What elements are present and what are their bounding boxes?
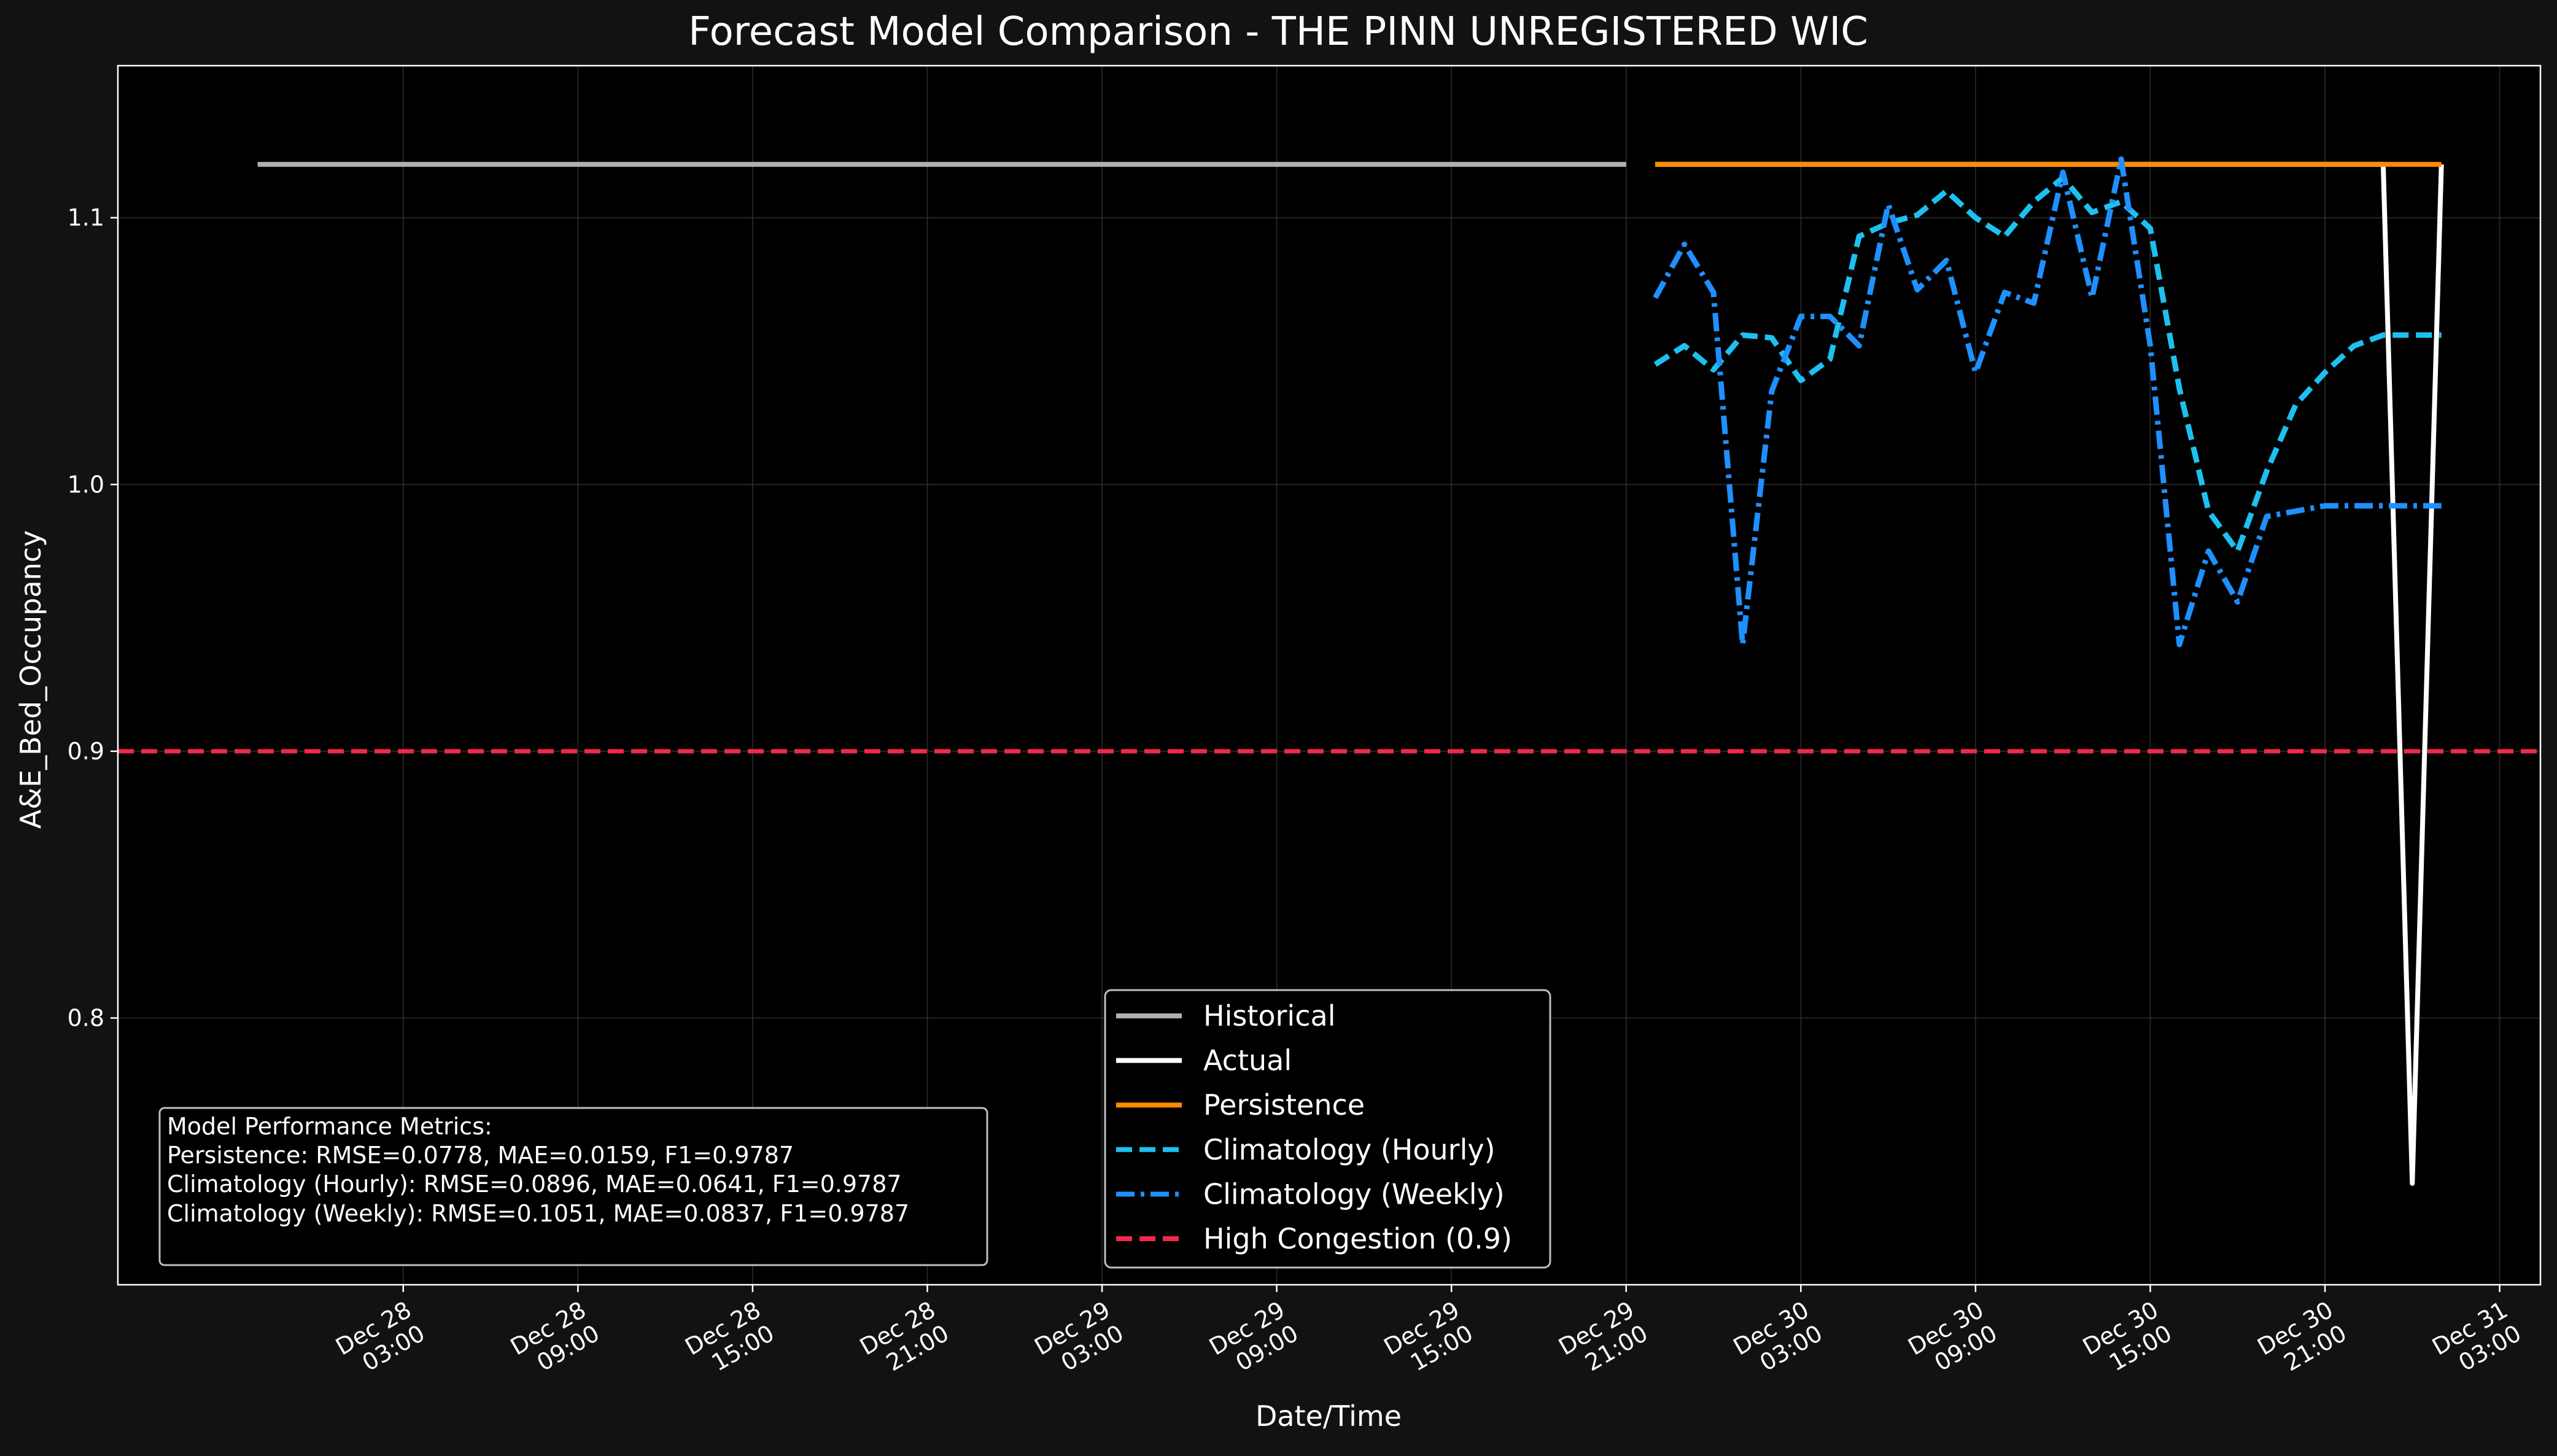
metrics-line-climatology-weekly: Climatology (Weekly): RMSE=0.1051, MAE=0…: [167, 1200, 909, 1227]
chart-title: Forecast Model Comparison - THE PINN UNR…: [688, 9, 1868, 55]
y-axis-label: A&E_Bed_Occupancy: [14, 530, 47, 829]
axes-frame: [117, 64, 2542, 1286]
legend-frame: [1104, 989, 1551, 1269]
series-layer: [257, 156, 2444, 1186]
legend-label: Climatology (Hourly): [1203, 1133, 1496, 1166]
series-line-climatology-weekly: [1653, 156, 2442, 648]
metrics-box-frame: [158, 1107, 988, 1266]
y-tick-label: 0.9: [68, 738, 104, 765]
grid: [118, 66, 2540, 1285]
legend-label: Historical: [1203, 999, 1335, 1032]
y-tick-label: 1.1: [68, 204, 104, 231]
legend-label: Climatology (Weekly): [1203, 1177, 1505, 1210]
y-axis: 0.8 0.9 1.0 1.1: [68, 204, 118, 1031]
legend-label: Actual: [1203, 1044, 1292, 1077]
legend-label: High Congestion (0.9): [1203, 1222, 1512, 1255]
metrics-box: Model Performance Metrics: Persistence: …: [158, 1107, 988, 1266]
metrics-line-climatology-hourly: Climatology (Hourly): RMSE=0.0896, MAE=0…: [167, 1171, 902, 1198]
metrics-line-persistence: Persistence: RMSE=0.0778, MAE=0.0159, F1…: [167, 1142, 794, 1169]
legend: Historical Actual Persistence Climatology (…: [1104, 989, 1551, 1269]
y-tick-label: 1.0: [68, 471, 104, 498]
legend-label: Persistence: [1203, 1088, 1365, 1121]
x-axis-label: Date/Time: [1255, 1400, 1402, 1433]
y-tick-label: 0.8: [68, 1004, 104, 1031]
metrics-heading: Model Performance Metrics:: [167, 1113, 492, 1140]
